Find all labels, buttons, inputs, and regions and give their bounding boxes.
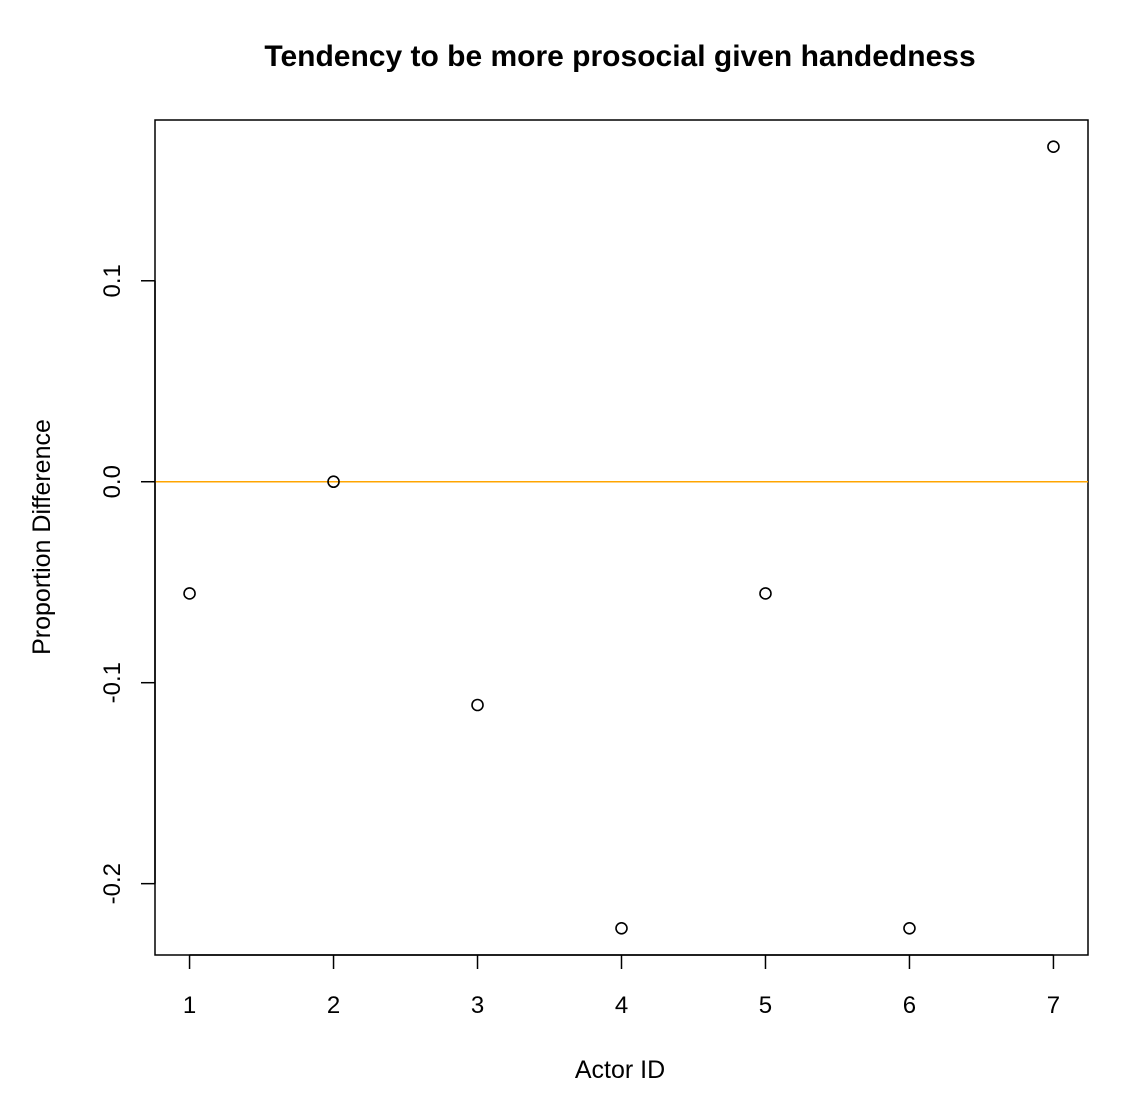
x-tick-label: 6 bbox=[903, 992, 916, 1019]
data-point bbox=[327, 475, 340, 489]
y-tick-label: -0.1 bbox=[99, 662, 126, 703]
axes-layer: 1 2 3 4 5 6 7 -0.2 -0.1 0.0 0.1 bbox=[99, 264, 1060, 1019]
x-tick-label: 4 bbox=[615, 992, 628, 1019]
data-point bbox=[615, 921, 628, 935]
plot-frame bbox=[154, 119, 1089, 956]
x-tick-label: 1 bbox=[183, 992, 196, 1019]
y-axis-label: Proportion Difference bbox=[28, 419, 56, 655]
x-tick-label: 7 bbox=[1047, 992, 1060, 1019]
data-points-layer bbox=[183, 140, 1060, 935]
data-point bbox=[903, 921, 916, 935]
y-tick-label: -0.2 bbox=[99, 863, 126, 904]
data-point bbox=[471, 698, 484, 712]
x-tick-label: 5 bbox=[759, 992, 772, 1019]
data-point bbox=[183, 587, 196, 600]
data-point bbox=[1047, 140, 1060, 154]
chart-title: Tendency to be more prosocial given hand… bbox=[264, 40, 975, 73]
y-tick-label: 0.1 bbox=[99, 264, 126, 297]
x-axis-label: Actor ID bbox=[575, 1056, 665, 1084]
x-tick-label: 3 bbox=[471, 992, 484, 1019]
y-tick-label: 0.0 bbox=[99, 465, 126, 498]
data-point bbox=[759, 587, 772, 600]
x-tick-label: 2 bbox=[327, 992, 340, 1019]
